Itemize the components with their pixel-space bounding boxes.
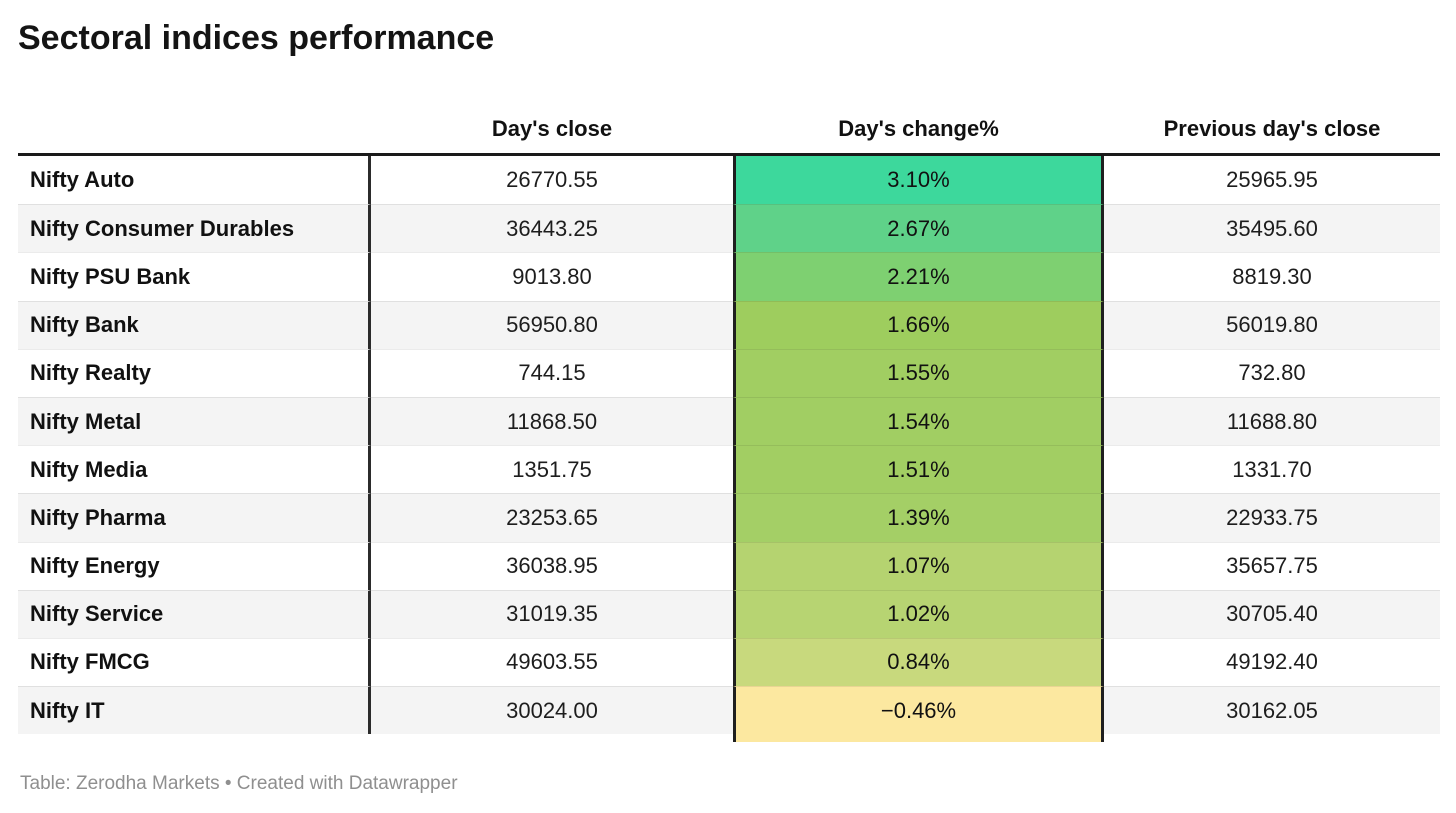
table-attribution: Table: Zerodha Markets • Created with Da… — [20, 773, 458, 794]
previous-close-value: 35657.75 — [1104, 541, 1440, 590]
column-extension-spacer — [1104, 734, 1440, 743]
row-label: Nifty Bank — [18, 300, 371, 349]
column-header-previous-days-close: Previous day's close — [1104, 104, 1440, 156]
row-label: Nifty Metal — [18, 396, 371, 446]
days-close-value: 26770.55 — [371, 156, 733, 205]
row-label: Nifty Consumer Durables — [18, 204, 371, 253]
previous-close-value: 30705.40 — [1104, 589, 1440, 638]
days-change-value: 2.21% — [733, 252, 1104, 301]
days-change-value: 2.67% — [733, 204, 1104, 253]
previous-close-value: 30162.05 — [1104, 686, 1440, 735]
days-change-value: 1.07% — [733, 541, 1104, 590]
days-close-value: 30024.00 — [371, 686, 733, 735]
days-change-value: 1.02% — [733, 589, 1104, 638]
row-label: Nifty Realty — [18, 348, 371, 397]
previous-close-value: 56019.80 — [1104, 300, 1440, 349]
days-close-value: 49603.55 — [371, 637, 733, 687]
days-close-value: 23253.65 — [371, 493, 733, 542]
days-change-value: 3.10% — [733, 156, 1104, 205]
change-column-extension — [733, 734, 1104, 743]
previous-close-value: 1331.70 — [1104, 445, 1440, 494]
days-change-value: 1.39% — [733, 493, 1104, 542]
days-close-value: 9013.80 — [371, 252, 733, 301]
row-label: Nifty Media — [18, 445, 371, 494]
sectoral-indices-table: Day's close Day's change% Previous day's… — [18, 104, 1440, 743]
days-close-value: 744.15 — [371, 348, 733, 397]
row-label: Nifty Pharma — [18, 493, 371, 542]
days-change-value: 1.55% — [733, 348, 1104, 397]
days-close-value: 56950.80 — [371, 300, 733, 349]
column-extension-spacer — [371, 734, 733, 743]
column-header-days-close: Day's close — [371, 104, 733, 156]
previous-close-value: 8819.30 — [1104, 252, 1440, 301]
days-change-value: 1.54% — [733, 396, 1104, 446]
row-label: Nifty Energy — [18, 541, 371, 590]
days-change-value: 0.84% — [733, 637, 1104, 687]
page-title: Sectoral indices performance — [18, 19, 495, 57]
previous-close-value: 22933.75 — [1104, 493, 1440, 542]
previous-close-value: 49192.40 — [1104, 637, 1440, 687]
previous-close-value: 11688.80 — [1104, 396, 1440, 446]
row-label: Nifty Auto — [18, 156, 371, 205]
previous-close-value: 732.80 — [1104, 348, 1440, 397]
days-close-value: 31019.35 — [371, 589, 733, 638]
row-label: Nifty PSU Bank — [18, 252, 371, 301]
days-change-value: 1.51% — [733, 445, 1104, 494]
column-extension-spacer — [18, 734, 371, 743]
column-header-blank — [18, 104, 371, 156]
previous-close-value: 25965.95 — [1104, 156, 1440, 205]
days-close-value: 36443.25 — [371, 204, 733, 253]
row-label: Nifty FMCG — [18, 637, 371, 687]
days-change-value: −0.46% — [733, 686, 1104, 735]
days-change-value: 1.66% — [733, 300, 1104, 349]
row-label: Nifty Service — [18, 589, 371, 638]
previous-close-value: 35495.60 — [1104, 204, 1440, 253]
days-close-value: 11868.50 — [371, 396, 733, 446]
column-header-days-change: Day's change% — [733, 104, 1104, 156]
days-close-value: 36038.95 — [371, 541, 733, 590]
row-label: Nifty IT — [18, 686, 371, 735]
days-close-value: 1351.75 — [371, 445, 733, 494]
